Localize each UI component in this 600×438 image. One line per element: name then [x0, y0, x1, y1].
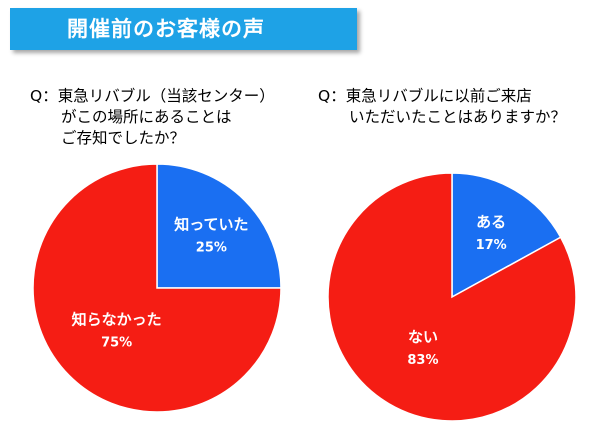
slice-label: ある	[476, 213, 506, 231]
slice-did-not-know	[32, 163, 282, 413]
page-title: 開催前のお客様の声	[10, 8, 357, 50]
slice-visited	[451, 172, 562, 299]
slice-value-label: 75%	[101, 335, 132, 350]
pie-chart-visits: ある 17% ない 83%	[327, 172, 577, 422]
slice-knew	[156, 163, 282, 289]
question-1: Q：東急リバブル（当該センター） がこの場所にあることは ご存知でしたか？	[30, 87, 275, 147]
slice-label: 知っていた	[174, 216, 248, 234]
slice-value-label: 83%	[407, 353, 438, 368]
slice-value-label: 17%	[476, 238, 507, 253]
question-2: Q：東急リバブルに以前ご来店 いただいたことはありますか？	[318, 87, 567, 126]
slice-label: ない	[408, 328, 438, 346]
slice-label: 知らなかった	[72, 310, 162, 328]
slice-value-label: 25%	[196, 241, 227, 256]
pie-chart-awareness: 知っていた 25% 知らなかった 75%	[32, 163, 282, 413]
slice-not-visited	[327, 172, 577, 422]
